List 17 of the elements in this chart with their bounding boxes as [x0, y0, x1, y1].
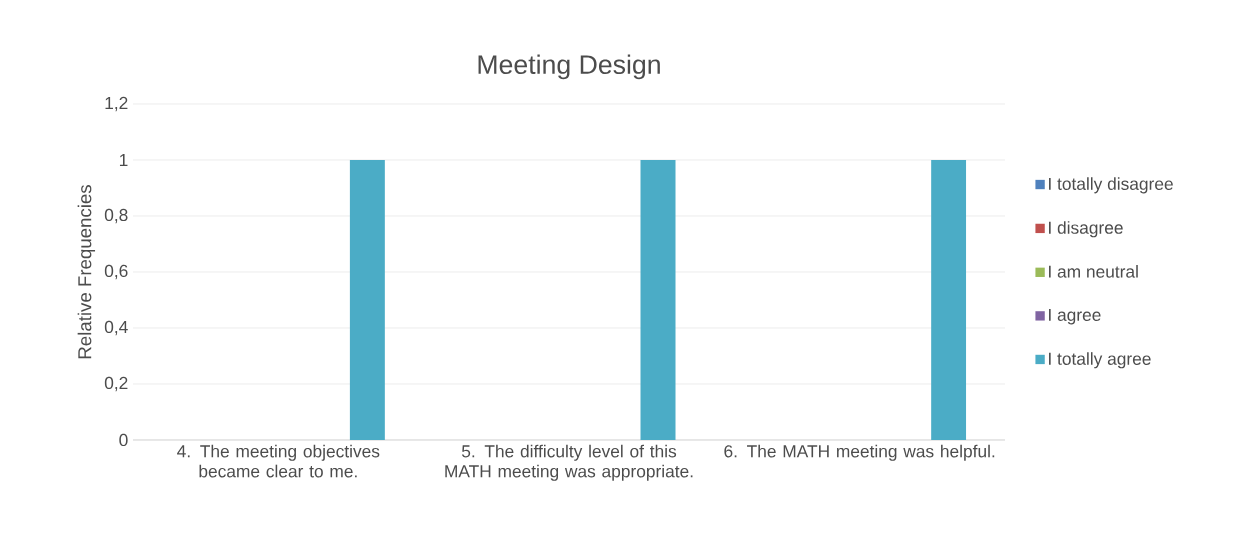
y-axis-title: Relative Frequencies — [77, 185, 96, 359]
y-tick-label: 0,2 — [104, 376, 128, 392]
y-tick-label: 0,4 — [104, 320, 128, 336]
legend-label: I agree — [1049, 308, 1101, 325]
legend-label: I disagree — [1049, 221, 1123, 238]
x-tick-label: 5. The difficulty level of this MATH meeting was appropriate. — [445, 444, 693, 481]
legend-label: I totally disagree — [1049, 177, 1173, 194]
legend-label: I totally agree — [1049, 352, 1151, 369]
y-tick-label: 0,8 — [104, 208, 128, 224]
y-tick-label: 1 — [119, 154, 128, 166]
y-tick-label: 0,6 — [104, 264, 128, 280]
y-tick-label: 0 — [119, 433, 128, 447]
legend-label: I am neutral — [1049, 265, 1138, 278]
x-tick-label: 6. The MATH meeting was helpful. — [724, 444, 995, 461]
x-tick-label: 4. The meeting objectives became clear to me. — [177, 444, 380, 478]
y-tick-label: 1,2 — [105, 96, 128, 112]
chart-title: Meeting Design — [478, 54, 660, 80]
